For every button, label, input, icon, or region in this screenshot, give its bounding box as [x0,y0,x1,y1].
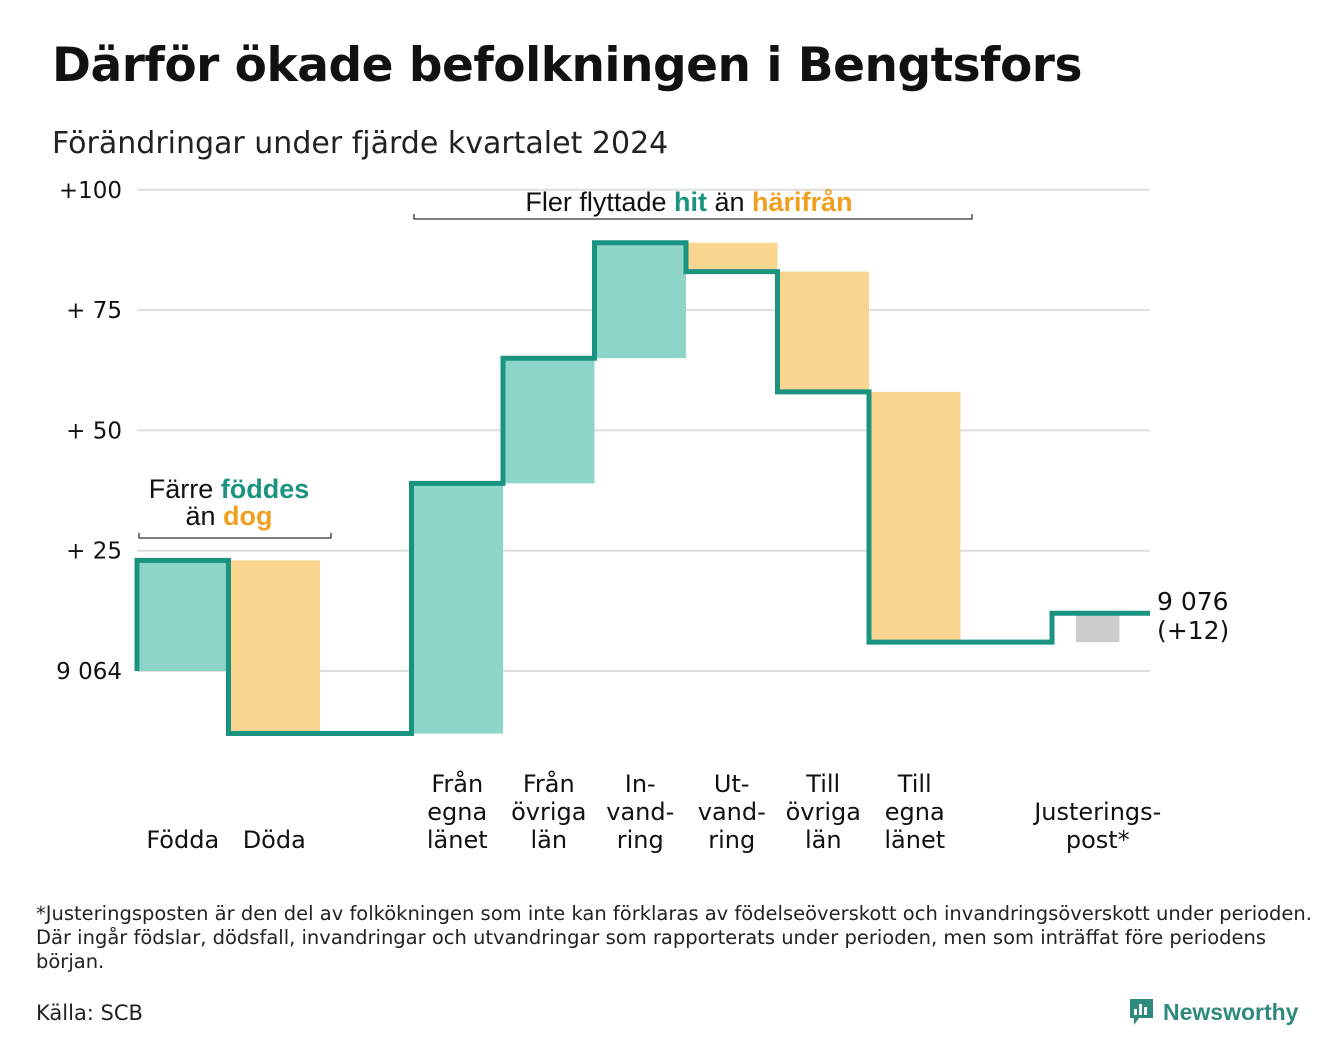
footnote: *Justeringsposten är den del av folkökni… [36,902,1312,973]
annotation-part: Fler flyttade [525,187,674,217]
bar [777,271,869,392]
annotation-part: hit [674,187,707,217]
y-tick-label: 9 064 [56,659,122,685]
bar [228,560,320,734]
x-category-label: vand- [606,798,674,826]
annotation-part: föddes [221,474,310,504]
y-tick-label: + 75 [66,298,122,324]
annotation-part: än [707,187,752,217]
annotation-part: dog [223,501,272,531]
bar [686,242,778,272]
source-label: Källa: SCB [36,1001,143,1025]
chart-title: Därför ökade befolkningen i Bengtsfors [52,38,1082,93]
x-category-label: Döda [243,826,306,854]
x-category-label: Till [897,770,932,798]
x-category-label: Från [523,769,575,798]
x-category-label: länet [884,826,945,854]
chart-subtitle: Förändringar under fjärde kvartalet 2024 [52,126,669,161]
x-category-label: egna [427,798,487,826]
x-category-label: länet [427,826,488,854]
annotation-part: härifrån [752,187,853,217]
x-category-label: Från [431,769,483,798]
bar [411,483,503,734]
bar [594,242,686,359]
annotation-part: Färre [149,474,221,504]
x-category-label: övriga [786,798,861,826]
bar-chart-logo-icon [1130,999,1153,1025]
brand-name: Newsworthy [1163,998,1299,1025]
cumulative-step-line [134,240,1150,737]
bar [1076,613,1120,643]
x-category-label: In- [625,770,656,798]
bar [869,391,961,643]
bar [137,560,229,671]
end-value-label: 9 076 [1157,587,1229,616]
end-value-label: (+12) [1157,616,1229,645]
annotation-part: än [185,501,223,531]
annotation-bracket-births-deaths [138,533,332,539]
bar [503,358,595,484]
x-category-label: Till [805,770,840,798]
x-category-label: ring [708,826,755,854]
x-category-label: Födda [146,826,219,854]
x-category-label: egna [885,798,945,826]
x-category-label: län [805,826,842,854]
y-tick-label: + 25 [66,539,122,565]
x-category-label: vand- [698,798,766,826]
x-category-label: Ut- [714,770,750,798]
annotation-bracket-migration [413,214,973,220]
annotation-births-deaths-line2: än dog [185,501,272,531]
x-category-label: övriga [511,798,586,826]
y-tick-label: +100 [59,178,122,204]
y-tick-label: + 50 [66,418,122,444]
annotation-births-deaths: Färre föddes [149,474,310,504]
x-category-label: post* [1066,826,1130,854]
x-category-label: Justerings- [1032,798,1161,826]
x-category-label: ring [617,826,664,854]
annotation-migration: Fler flyttade hit än härifrån [525,187,852,217]
x-category-label: län [530,826,567,854]
brand-logo: Newsworthy [1128,997,1298,1027]
